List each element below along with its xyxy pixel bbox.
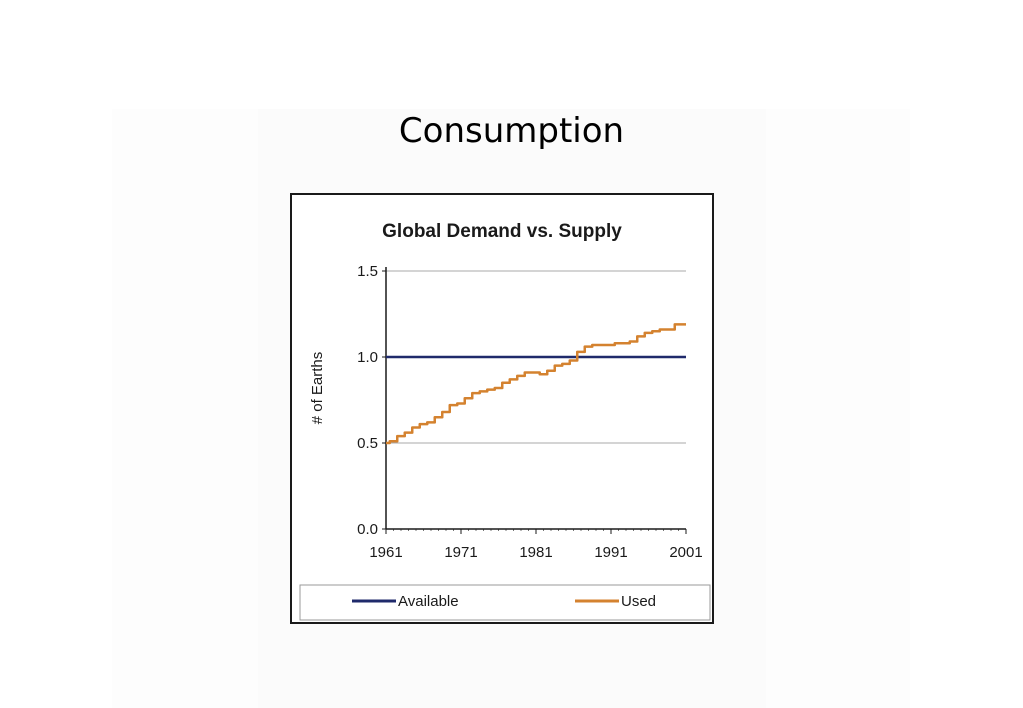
x-tick-label: 1981 — [519, 544, 552, 561]
slide-title: Consumption — [398, 111, 625, 151]
y-tick-label: 1.0 — [357, 349, 378, 366]
legend: Available Used — [299, 584, 711, 621]
y-axis-label: # of Earths — [309, 352, 326, 425]
series-line-used — [386, 323, 686, 445]
y-tick-label: 0.0 — [357, 521, 378, 538]
x-tick-label: 1971 — [444, 544, 477, 561]
y-tick-label: 1.5 — [357, 263, 378, 280]
chart-frame: Global Demand vs. Supply # of Earths 0.0… — [290, 193, 714, 624]
x-tick-label: 2001 — [669, 544, 702, 561]
x-tick-label: 1991 — [594, 544, 627, 561]
x-tick-label: 1961 — [369, 544, 402, 561]
legend-label-available: Available — [398, 593, 459, 610]
line-chart: Global Demand vs. Supply # of Earths 0.0… — [299, 221, 711, 621]
axes: 0.0 0.5 1.0 1.5 1961 1971 1981 1991 2001 — [357, 263, 703, 561]
chart-title: Global Demand vs. Supply — [382, 221, 622, 242]
legend-label-used: Used — [621, 593, 656, 610]
series-lines — [386, 323, 686, 445]
y-tick-label: 0.5 — [357, 435, 378, 452]
